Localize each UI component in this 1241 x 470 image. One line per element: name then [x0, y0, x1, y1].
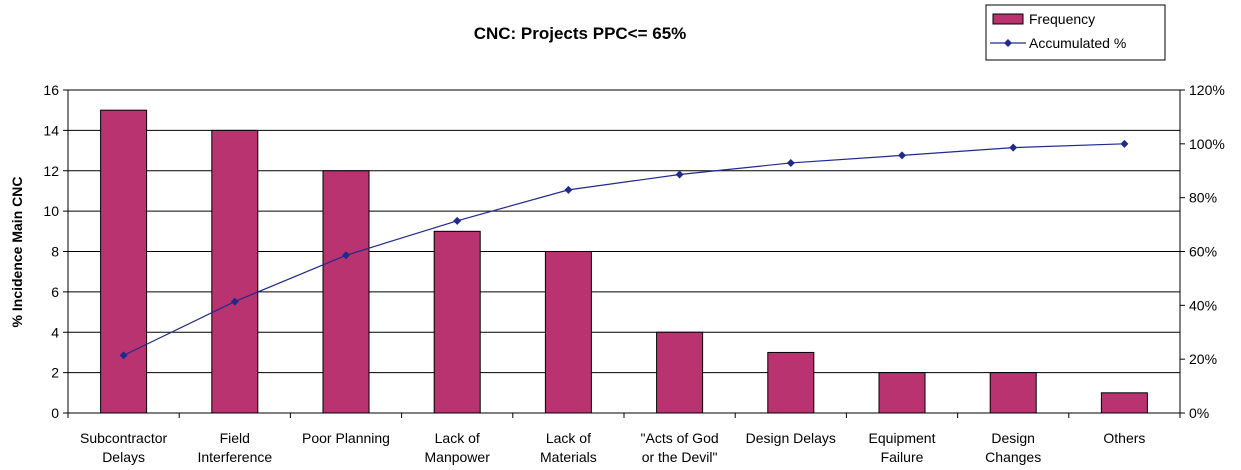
legend-marker	[1004, 39, 1012, 47]
x-tick-label: Lack of Materials	[540, 430, 597, 465]
y2-tick-label: 100%	[1189, 136, 1225, 152]
y2-tick-label: 40%	[1189, 297, 1217, 313]
y-tick-label: 8	[51, 244, 59, 260]
y-axis-label: % Incidence Main CNC	[9, 177, 25, 328]
bar	[989, 372, 1037, 414]
y2-tick-label: 0%	[1189, 405, 1209, 421]
y-tick-label: 12	[43, 163, 59, 179]
marker	[230, 297, 239, 306]
marker	[119, 351, 128, 360]
marker	[453, 216, 462, 225]
bar	[878, 372, 926, 414]
bar	[656, 331, 704, 414]
bar	[100, 109, 148, 414]
bar	[433, 230, 481, 414]
marker	[898, 151, 906, 160]
y-tick-label: 2	[51, 365, 59, 381]
bar	[767, 351, 815, 414]
marker	[675, 170, 684, 179]
y-tick-label: 16	[43, 82, 59, 98]
y-tick-label: 4	[51, 324, 59, 340]
y-tick-label: 14	[43, 122, 59, 138]
y2-tick-label: 80%	[1189, 190, 1217, 206]
y-tick-label: 10	[43, 203, 59, 219]
bar	[1100, 392, 1148, 414]
x-tick-label: Others	[1103, 430, 1145, 446]
chart-title: CNC: Projects PPC<= 65%	[474, 24, 687, 43]
line	[123, 143, 1125, 356]
x-tick-label: Subcontractor Delays	[80, 430, 167, 465]
x-tick-label: Poor Planning	[302, 430, 390, 446]
x-tick-label: Equipment Failure	[869, 430, 936, 465]
y2-tick-label: 120%	[1189, 82, 1225, 98]
marker	[786, 158, 795, 167]
bar	[544, 251, 592, 414]
marker	[564, 185, 573, 194]
y-tick-label: 6	[51, 284, 59, 300]
x-tick-label: Lack of Manpower	[425, 430, 491, 465]
y2-tick-label: 20%	[1189, 351, 1217, 367]
y-tick-label: 0	[51, 405, 59, 421]
bar	[322, 170, 370, 414]
marker	[1120, 139, 1129, 148]
x-tick-label: Field Interference	[197, 430, 272, 465]
marker	[342, 251, 350, 260]
marker	[1009, 143, 1018, 152]
bar	[211, 129, 259, 414]
y2-tick-label: 60%	[1189, 244, 1217, 260]
legend-swatch	[992, 13, 1024, 25]
x-tick-label: Design Delays	[746, 430, 836, 446]
legend-label: Frequency	[1029, 11, 1095, 27]
x-tick-label: "Acts of God or the Devil"	[641, 430, 719, 465]
x-tick-label: Design Changes	[985, 430, 1041, 465]
legend-label: Accumulated %	[1029, 35, 1126, 51]
